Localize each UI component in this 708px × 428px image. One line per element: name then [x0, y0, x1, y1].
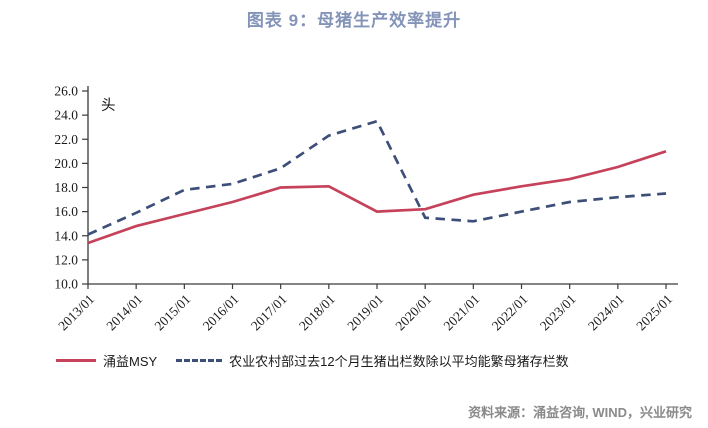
data-source-note: 资料来源：涌益咨询, WIND，兴业研究	[468, 405, 692, 420]
y-tick-label: 26.0	[54, 84, 78, 99]
chart-legend: 涌益MSY 农业农村部过去12个月生猪出栏数除以平均能繁母猪存栏数	[56, 349, 569, 371]
x-tick-label: 2015/01	[152, 292, 194, 334]
y-tick-label: 22.0	[54, 132, 78, 147]
x-tick-label: 2021/01	[441, 292, 483, 334]
legend-dashed-line-swatch	[176, 358, 223, 362]
y-tick-label: 24.0	[54, 108, 78, 123]
legend-item-msy: 涌益MSY	[56, 351, 157, 370]
x-tick-label: 2013/01	[55, 292, 97, 334]
legend-solid-line-swatch	[56, 358, 96, 362]
x-tick-label: 2022/01	[489, 292, 531, 334]
chart-title: 图表 9：母猪生产效率提升	[246, 11, 462, 30]
x-tick-label: 2019/01	[344, 292, 386, 334]
y-tick-label: 10.0	[54, 277, 78, 292]
x-tick-label: 2024/01	[585, 292, 627, 334]
y-tick-label: 20.0	[54, 156, 78, 171]
legend-item-moa: 农业农村部过去12个月生猪出栏数除以平均能繁母猪存栏数	[176, 351, 569, 370]
y-tick-label: 18.0	[54, 180, 78, 195]
y-tick-label: 16.0	[54, 204, 78, 219]
series-line-moa	[87, 119, 667, 236]
x-tick-label: 2023/01	[537, 292, 579, 334]
y-unit-label: 头	[101, 97, 116, 114]
x-tick-label: 2017/01	[248, 292, 290, 334]
legend-label-msy: 涌益MSY	[103, 353, 158, 369]
x-tick-label: 2020/01	[392, 292, 434, 334]
y-tick-label: 14.0	[54, 228, 78, 243]
y-tick-label: 12.0	[54, 252, 78, 267]
x-tick-label: 2016/01	[200, 292, 242, 334]
sow-efficiency-line-chart: 10.0 12.0 14.0 16.0 18.0 20.0 22.0 24.0 26.0 2013…	[54, 84, 678, 334]
x-tick-label: 2025/01	[633, 292, 675, 334]
x-tick-label: 2014/01	[103, 292, 145, 334]
series-line-msy	[87, 150, 667, 245]
x-tick-label: 2018/01	[296, 292, 338, 334]
legend-label-moa: 农业农村部过去12个月生猪出栏数除以平均能繁母猪存栏数	[229, 353, 569, 369]
